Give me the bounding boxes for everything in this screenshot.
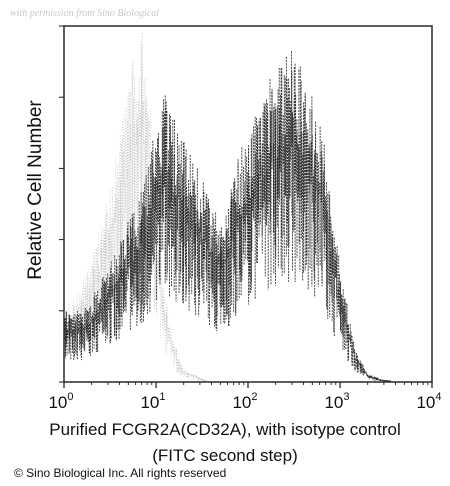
- x-axis-ticks: 100 101 102 103 104: [48, 382, 442, 412]
- x-tick-label: 100: [48, 391, 73, 412]
- sample-histogram: [63, 51, 391, 382]
- x-tick-label: 101: [140, 391, 165, 412]
- y-axis-label: Relative Cell Number: [25, 100, 46, 280]
- y-axis-ticks: [59, 25, 64, 383]
- x-axis-label-line2: (FITC second step): [152, 446, 298, 465]
- x-tick-label: 104: [416, 391, 441, 412]
- watermark-text: with permission from Sino Biological: [10, 8, 160, 19]
- x-axis-label-line1: Purified FCGR2A(CD32A), with isotype con…: [49, 420, 401, 439]
- copyright-notice: © Sino Biological Inc. All rights reserv…: [14, 466, 227, 480]
- x-tick-label: 103: [324, 391, 349, 412]
- x-tick-label: 102: [232, 391, 257, 412]
